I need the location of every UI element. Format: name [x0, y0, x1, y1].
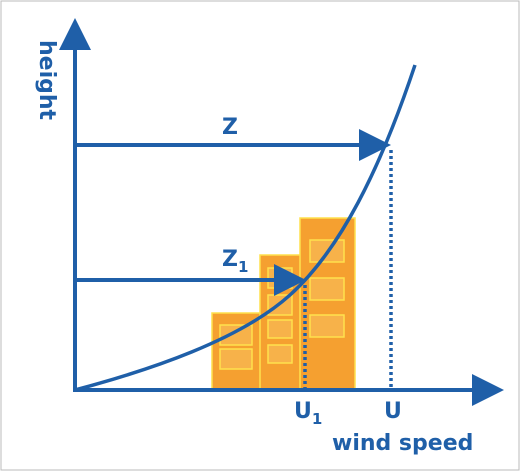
y-axis-label: height — [34, 40, 59, 121]
label-u1-base: U — [294, 399, 312, 424]
label-z: Z — [222, 115, 238, 140]
frame — [1, 1, 519, 470]
x-axis-label: wind speed — [332, 431, 473, 456]
diagram: height wind speed Z Z1 U1 U — [0, 0, 520, 471]
label-u1-sub: 1 — [312, 410, 322, 428]
label-u: U — [384, 399, 402, 424]
label-z1-base: Z — [222, 247, 238, 272]
label-z1-sub: 1 — [238, 258, 248, 276]
